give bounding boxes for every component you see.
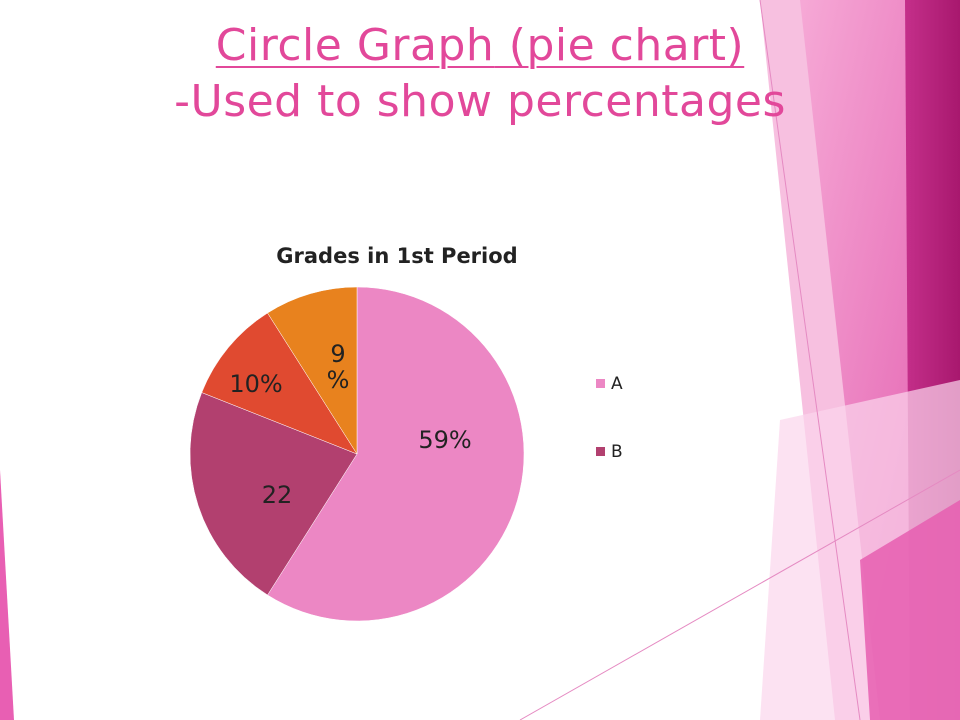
- legend-swatch-b: [596, 447, 605, 456]
- circle-graph-link[interactable]: Circle Graph: [215, 20, 495, 71]
- legend-label-b: B: [611, 442, 623, 462]
- legend-label-a: A: [611, 374, 623, 394]
- slide-subtitle: -Used to show percentages: [174, 76, 786, 127]
- title-line-1: Circle Graph (pie chart): [0, 18, 960, 74]
- decor-line-2: [519, 469, 960, 720]
- decor-line-1: [759, 0, 861, 720]
- chart-title: Grades in 1st Period: [276, 244, 517, 268]
- legend-swatch-a: [596, 379, 605, 388]
- slice-data-label-2: 22: [262, 481, 293, 509]
- slice-data-label-4-b: %: [327, 366, 350, 394]
- slide-title: Circle Graph (pie chart) -Used to show p…: [0, 18, 960, 130]
- pie-slice-slice-4: [267, 286, 358, 455]
- decor-band-hot: [860, 500, 960, 720]
- slice-data-label-3: 10%: [229, 370, 282, 398]
- slice-data-label-4-a: 9: [330, 340, 345, 368]
- pie-slice-b: [189, 392, 358, 596]
- pie-slice-a: [267, 286, 525, 622]
- slice-data-label-1: 59%: [418, 426, 471, 454]
- decor-left-sliver: [0, 470, 14, 720]
- title-paren-text: (pie chart): [494, 20, 745, 71]
- pie-slice-slice-3: [201, 312, 358, 455]
